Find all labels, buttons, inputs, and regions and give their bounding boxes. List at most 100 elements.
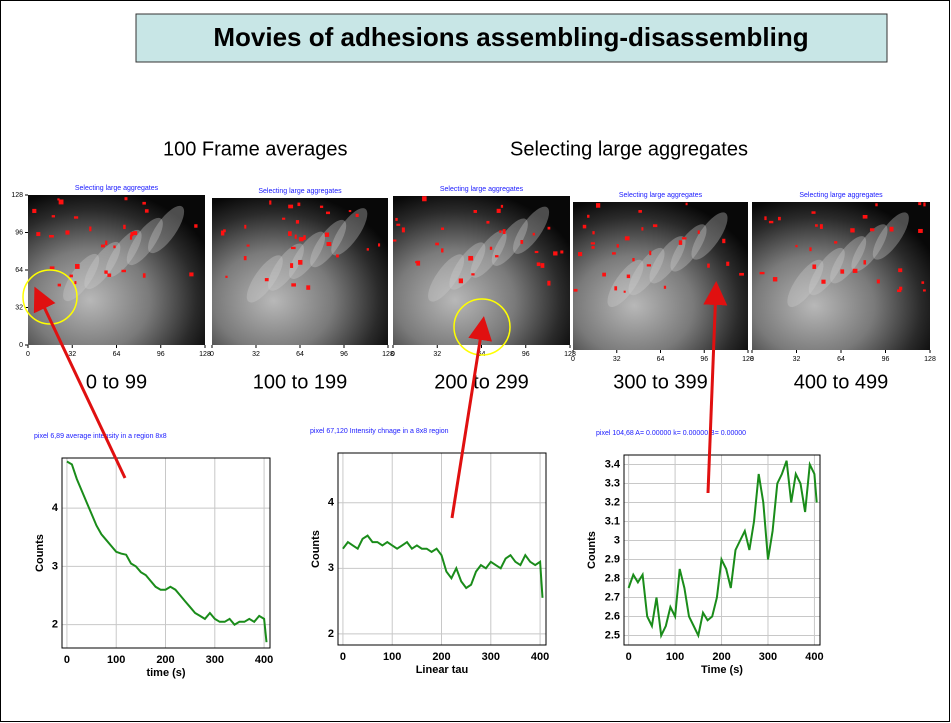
y-tick-label: 32	[15, 304, 23, 311]
red-pixel	[124, 197, 127, 200]
x-tick-label: 0	[64, 654, 70, 666]
red-pixel	[396, 224, 400, 226]
red-pixel	[809, 247, 811, 251]
red-pixel	[189, 272, 193, 276]
red-pixel	[244, 225, 246, 229]
y-tick-label: 64	[15, 267, 23, 274]
red-pixel	[474, 210, 477, 213]
red-pixel	[402, 227, 405, 232]
y-tick-label: 2	[52, 619, 58, 631]
y-tick-label: 3.2	[605, 496, 620, 508]
red-pixel	[918, 202, 921, 205]
red-pixel	[49, 235, 54, 238]
y-tick-label: 3.1	[605, 515, 620, 527]
x-tick-label: 0	[571, 356, 575, 363]
red-pixel	[863, 215, 868, 219]
red-pixel	[541, 263, 545, 268]
red-pixel	[815, 224, 818, 226]
red-pixel	[133, 231, 137, 235]
red-pixel	[130, 235, 132, 240]
red-pixel	[921, 281, 924, 284]
red-pixel	[812, 264, 816, 268]
x-tick-label: 0	[210, 351, 214, 358]
red-pixel	[591, 242, 595, 244]
red-pixel	[244, 256, 247, 260]
y-tick-label: 3.3	[605, 477, 620, 489]
red-pixel	[336, 254, 339, 257]
red-pixel	[769, 221, 773, 223]
x-axis-label: time (s)	[146, 667, 185, 679]
x-tick-label: 96	[522, 351, 530, 358]
slide-title: Movies of adhesions assembling-disassemb…	[213, 22, 808, 52]
red-pixel	[52, 215, 55, 217]
red-pixel	[143, 273, 146, 277]
red-pixel	[295, 235, 297, 239]
subtitle: Selecting large aggregates	[510, 138, 748, 160]
red-pixel	[101, 245, 105, 248]
red-pixel	[850, 228, 854, 232]
y-tick-label: 3	[52, 560, 58, 572]
red-pixel	[50, 266, 55, 269]
red-pixel	[602, 273, 606, 277]
red-pixel	[113, 245, 115, 248]
y-tick-label: 128	[11, 192, 23, 199]
x-tick-label: 400	[805, 651, 823, 663]
red-pixel	[547, 281, 550, 286]
red-pixel	[74, 216, 78, 218]
image-caption: Selecting large aggregates	[75, 185, 159, 192]
red-pixel	[441, 248, 443, 252]
x-axis-label: Linear tau	[416, 664, 469, 676]
red-pixel	[296, 220, 299, 224]
y-axis-label: Counts	[34, 534, 46, 572]
red-pixel	[326, 212, 330, 215]
red-pixel	[627, 275, 630, 279]
red-pixel	[490, 247, 492, 250]
red-pixel	[497, 209, 501, 213]
red-pixel	[726, 262, 729, 266]
red-pixel	[435, 243, 439, 246]
red-pixel	[624, 291, 626, 293]
x-tick-label: 96	[340, 351, 348, 358]
red-pixel	[764, 216, 766, 220]
red-pixel	[282, 218, 285, 220]
image-range: 300 to 399	[613, 371, 708, 393]
red-pixel	[520, 240, 523, 244]
red-pixel	[356, 214, 359, 217]
red-pixel	[553, 251, 557, 255]
red-pixel	[89, 227, 91, 232]
x-tick-label: 128	[924, 356, 936, 363]
y-tick-label: 3	[614, 534, 620, 546]
red-pixel	[686, 203, 688, 206]
red-pixel	[612, 252, 616, 254]
red-pixel	[36, 232, 40, 236]
red-pixel	[875, 203, 877, 206]
red-pixel	[291, 283, 296, 286]
x-tick-label: 300	[759, 651, 777, 663]
red-pixel	[501, 205, 503, 208]
red-pixel	[58, 284, 61, 287]
red-pixel	[298, 260, 302, 265]
red-pixel	[74, 281, 76, 284]
image-range: 200 to 299	[434, 371, 529, 393]
x-tick-label: 32	[793, 356, 801, 363]
slide: Movies of adhesions assembling-disassemb…	[0, 0, 951, 723]
y-tick-label: 2.9	[605, 553, 620, 565]
red-pixel	[625, 236, 630, 240]
x-tick-label: 100	[383, 651, 401, 663]
y-tick-label: 2.8	[605, 572, 620, 584]
red-pixel	[834, 241, 837, 243]
x-tick-label: 32	[433, 351, 441, 358]
x-tick-label: 96	[882, 356, 890, 363]
red-pixel	[247, 245, 250, 247]
red-pixel	[422, 196, 427, 201]
red-pixel	[560, 250, 563, 253]
red-pixel	[299, 237, 304, 241]
image-caption: Selecting large aggregates	[619, 192, 703, 199]
x-tick-label: 64	[837, 356, 845, 363]
red-pixel	[840, 269, 844, 273]
red-pixel	[923, 289, 926, 291]
red-pixel	[647, 264, 651, 266]
x-tick-label: 400	[531, 651, 549, 663]
y-tick-label: 0	[19, 342, 23, 349]
red-pixel	[142, 202, 145, 205]
